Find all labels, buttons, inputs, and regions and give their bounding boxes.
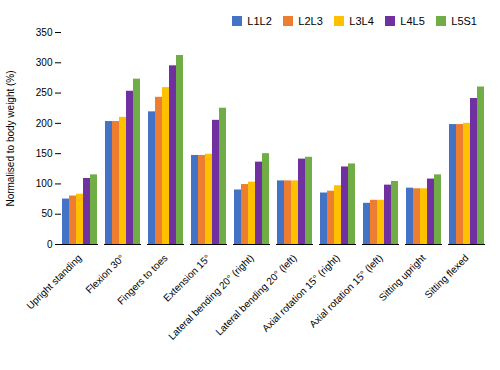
html-text:L3L4: L3L4 [349, 14, 374, 27]
svg-text:Extension 15°: Extension 15° [161, 252, 213, 304]
svg-text:Sitting flexed: Sitting flexed [422, 252, 470, 300]
svg-text:50: 50 [41, 208, 53, 219]
svg-text:Lateral bending 20° (right): Lateral bending 20° (right) [166, 252, 256, 342]
html-text:L1L2: L1L2 [247, 14, 272, 27]
svg-text:Fingers to toes: Fingers to toes [115, 252, 170, 307]
svg-text:350: 350 [36, 27, 53, 38]
svg-text:300: 300 [36, 57, 53, 68]
svg-text:0: 0 [47, 239, 53, 250]
svg-text:Sitting upright: Sitting upright [377, 252, 428, 303]
svg-text:Axial rotation 15° (right): Axial rotation 15° (right) [260, 252, 342, 334]
html-text:L5S1: L5S1 [451, 14, 477, 27]
svg-text:Upright standing: Upright standing [24, 252, 83, 311]
svg-text:200: 200 [36, 118, 53, 129]
svg-text:250: 250 [36, 87, 53, 98]
svg-text:Flexion 30°: Flexion 30° [83, 252, 126, 295]
svg-text:Lateral bending 20° (left): Lateral bending 20° (left) [213, 252, 298, 337]
html-text:L2L3: L2L3 [298, 14, 323, 27]
svg-text:150: 150 [36, 148, 53, 159]
svg-text:Normalised to body weight (%): Normalised to body weight (%) [5, 70, 16, 206]
svg-text:100: 100 [36, 178, 53, 189]
svg-text:Axial rotation 15° (left): Axial rotation 15° (left) [307, 252, 384, 329]
html-text:L4L5: L4L5 [400, 14, 425, 27]
